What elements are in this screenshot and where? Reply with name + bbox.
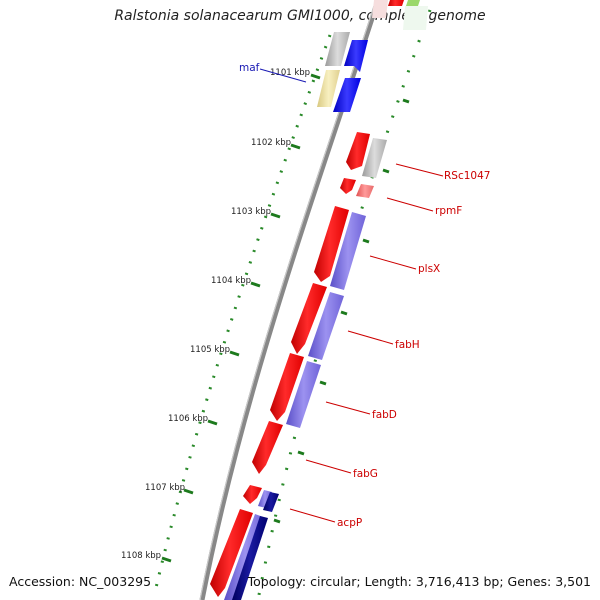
fabh-cds[interactable] xyxy=(291,283,327,354)
gene-label-fabd-group[interactable]: fabD xyxy=(325,401,397,421)
genome-backbone-highlight xyxy=(199,0,377,600)
bottom-dark-feature[interactable] xyxy=(232,516,268,600)
kbp-tick xyxy=(183,488,194,495)
top-mint-feature[interactable] xyxy=(403,6,428,30)
rpmf-pink-feature[interactable] xyxy=(356,184,374,198)
top-red-feature[interactable] xyxy=(388,0,404,6)
top-pink-feature[interactable] xyxy=(372,0,388,18)
kbp-ticks xyxy=(161,73,321,563)
gene-label-rsc1047-group[interactable]: RSc1047 xyxy=(395,163,490,182)
kbp-label: 1108 kbp xyxy=(121,551,161,561)
rpmf-cds[interactable] xyxy=(340,178,356,194)
bottom-red-cds[interactable] xyxy=(210,509,253,597)
kbp-tick xyxy=(229,350,240,357)
gene-label-rpmf-group[interactable]: rpmF xyxy=(386,197,462,217)
kbp-label: 1104 kbp xyxy=(211,276,251,286)
gene-label-maf-group[interactable]: maf xyxy=(239,62,307,83)
kbp-tick xyxy=(270,212,281,219)
acpp-dark-feature[interactable] xyxy=(263,492,279,512)
accession-text: Accession: NC_003295 xyxy=(9,574,152,589)
gene-label-acpp-group[interactable]: acpP xyxy=(289,508,362,529)
plsx-reverse-feature[interactable] xyxy=(330,212,366,290)
fabh-reverse-feature[interactable] xyxy=(308,292,344,360)
maf-cds-lower[interactable] xyxy=(333,78,361,112)
kbp-tick xyxy=(310,73,321,80)
kbp-label: 1107 kbp xyxy=(145,483,185,493)
acpp-cds[interactable] xyxy=(243,485,262,504)
gene-label-acpp[interactable]: acpP xyxy=(337,517,362,529)
gene-label-fabg[interactable]: fabG xyxy=(353,468,378,480)
kbp-tick xyxy=(207,419,218,426)
top-green-feature[interactable] xyxy=(406,0,420,6)
genome-summary-text: Topology: circular; Length: 3,716,413 bp… xyxy=(247,574,591,589)
map-title: Ralstonia solanacearum GMI1000, complete… xyxy=(114,8,486,24)
kbp-tick xyxy=(161,556,172,563)
kbp-label: 1103 kbp xyxy=(231,207,271,217)
gene-label-fabh-group[interactable]: fabH xyxy=(347,330,420,351)
maf-cds[interactable] xyxy=(344,40,368,72)
fabg-cds[interactable] xyxy=(252,421,283,474)
gene-label-fabd[interactable]: fabD xyxy=(372,409,397,421)
gene-label-fabg-group[interactable]: fabG xyxy=(305,459,378,480)
genome-backbone xyxy=(199,0,381,600)
gene-label-maf[interactable]: maf xyxy=(239,62,260,74)
gene-label-fabh[interactable]: fabH xyxy=(395,339,420,351)
kbp-label: 1101 kbp xyxy=(270,68,310,78)
inner-ticks xyxy=(273,98,410,524)
kbp-label: 1105 kbp xyxy=(190,345,230,355)
yellow-feature-1[interactable] xyxy=(317,70,340,107)
fabd-reverse-feature[interactable] xyxy=(286,361,321,428)
kbp-tick xyxy=(290,143,301,150)
gene-label-plsx[interactable]: plsX xyxy=(418,263,440,275)
acpp-reverse-feature[interactable] xyxy=(258,490,272,508)
kbp-label: 1102 kbp xyxy=(251,138,291,148)
plsx-cds[interactable] xyxy=(314,206,349,282)
gray-feature-1[interactable] xyxy=(325,32,350,66)
rsc1047-cds[interactable] xyxy=(346,132,370,170)
gene-label-rsc1047[interactable]: RSc1047 xyxy=(444,170,490,182)
kbp-tick xyxy=(250,281,261,288)
kbp-label: 1106 kbp xyxy=(168,414,208,424)
rsc1047-gray-feature[interactable] xyxy=(362,138,387,178)
gene-label-rpmf[interactable]: rpmF xyxy=(435,205,462,217)
gene-label-plsx-group[interactable]: plsX xyxy=(369,255,440,275)
fabd-cds[interactable] xyxy=(270,353,304,421)
